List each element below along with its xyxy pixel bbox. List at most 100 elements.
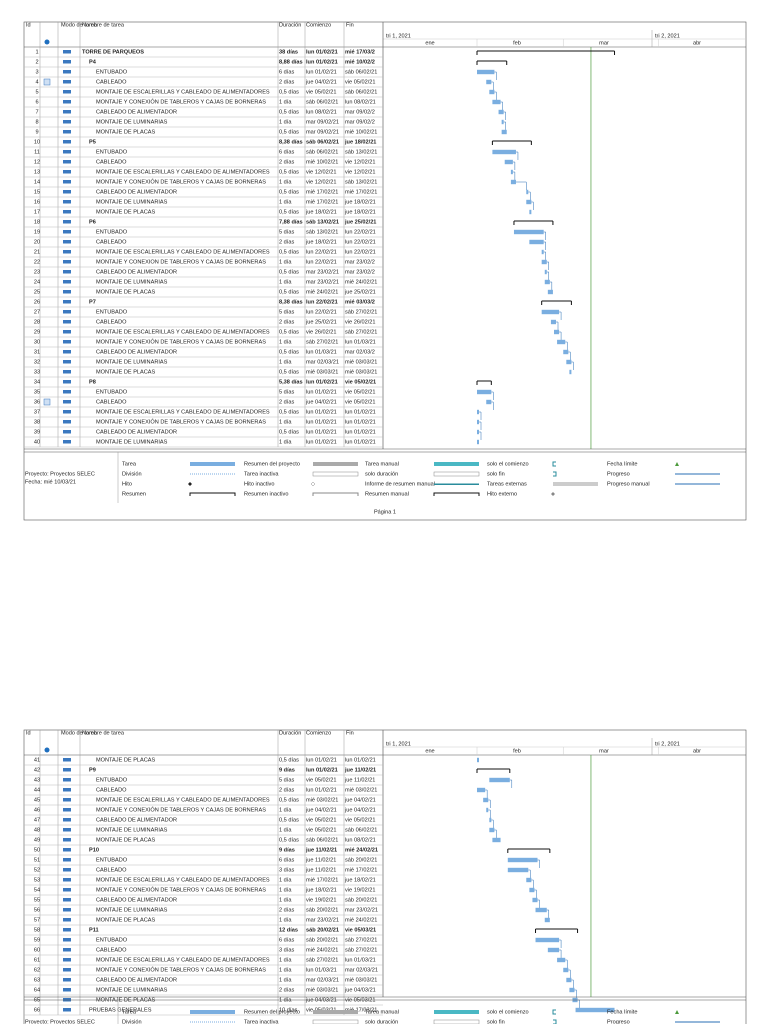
task-name: MONTAJE DE LUMINARIAS: [96, 827, 168, 833]
task-end: jue 18/02/21: [344, 877, 376, 883]
task-bar: [557, 339, 566, 345]
mode-icon: [63, 300, 71, 304]
task-end: sáb 27/02/21: [345, 937, 377, 943]
row-id: 51: [34, 857, 40, 863]
legend-label: Resumen manual: [365, 491, 409, 497]
task-start: lun 01/02/21: [306, 379, 338, 385]
task-bar: [504, 159, 513, 165]
task-start: sáb 13/02/21: [306, 229, 338, 235]
row-id: 37: [34, 409, 40, 415]
task-start: lun 01/03/21: [306, 967, 337, 973]
task-duration: 1 día: [279, 279, 292, 285]
row-id: 45: [34, 797, 40, 803]
task-duration: 0,5 días: [279, 269, 299, 275]
summary-bar: [476, 60, 508, 65]
task-end: lun 01/03/21: [345, 339, 376, 345]
task-start: lun 01/02/21: [306, 429, 337, 435]
row-id: 39: [34, 429, 40, 435]
legend-swatch: [434, 1010, 479, 1014]
task-duration: 7,88 días: [279, 219, 303, 225]
row-id: 43: [34, 777, 40, 783]
task-link: [565, 959, 568, 968]
task-duration: 0,5 días: [279, 189, 299, 195]
mode-icon: [63, 958, 71, 962]
mode-icon: [63, 798, 71, 802]
task-end: lun 01/02/21: [345, 419, 376, 425]
task-name: P8: [89, 379, 96, 385]
task-bar: [477, 419, 479, 425]
legend-swatch: [433, 471, 480, 477]
row-id: 64: [34, 987, 40, 993]
task-bar: [566, 977, 572, 983]
task-end: mié 03/03/21: [345, 369, 377, 375]
legend-label: Resumen del proyecto: [244, 1009, 300, 1015]
mode-icon: [63, 968, 71, 972]
legend-label: solo fin: [487, 1019, 505, 1024]
task-duration: 0,5 días: [279, 369, 299, 375]
task-end: lun 08/02/21: [345, 837, 376, 843]
task-start: vie 05/02/21: [306, 777, 336, 783]
task-duration: 0,5 días: [279, 289, 299, 295]
timescale-label: tri 2, 2021: [655, 33, 680, 39]
task-duration: 1 día: [279, 877, 292, 883]
task-link: [479, 411, 482, 420]
task-name: P9: [89, 767, 96, 773]
task-start: vie 26/02/21: [306, 329, 336, 335]
task-bar: [498, 109, 504, 115]
task-start: mié 03/02/21: [306, 797, 338, 803]
task-link: [528, 191, 531, 200]
task-link: [479, 431, 482, 440]
task-link: [565, 341, 568, 350]
task-duration: 2 días: [279, 987, 294, 993]
timescale-label: feb: [513, 40, 521, 46]
task-duration: 1 día: [279, 977, 292, 983]
task-end: mié 24/02/21: [345, 279, 377, 285]
task-end: mié 10/02/21: [345, 129, 377, 135]
task-name: CABLEADO: [96, 399, 127, 405]
row-id: 49: [34, 837, 40, 843]
task-start: jue 18/02/21: [305, 887, 337, 893]
task-duration: 0,5 días: [279, 837, 299, 843]
task-bar: [544, 917, 550, 923]
project-date: Fecha: mié 10/03/21: [25, 479, 76, 485]
task-start: lun 01/03/21: [306, 349, 337, 355]
task-name: MONTAJE DE LUMINARIAS: [96, 119, 168, 125]
mode-icon: [63, 440, 71, 444]
task-name: ENTUBADO: [96, 937, 128, 943]
task-bar: [529, 209, 532, 215]
task-end: lun 01/02/21: [345, 409, 376, 415]
task-name: CABLEADO: [96, 787, 127, 793]
task-name: CABLEADO: [96, 79, 127, 85]
row-id: 18: [34, 219, 40, 225]
task-bar: [526, 877, 532, 883]
task-bar: [501, 129, 507, 135]
task-end: vie 05/02/21: [345, 389, 375, 395]
task-start: mié 17/02/21: [306, 199, 338, 205]
row-id: 16: [34, 199, 40, 205]
task-name: CABLEADO DE ALIMENTADOR: [96, 269, 177, 275]
task-link: [571, 361, 574, 370]
task-name: MONTAJE DE ESCALERILLAS Y CABLEADO DE AL…: [96, 169, 270, 175]
row-id: 7: [35, 109, 38, 115]
task-end: jue 18/02/21: [344, 209, 376, 215]
task-bar: [569, 369, 572, 375]
task-name: ENTUBADO: [96, 857, 128, 863]
task-link: [515, 151, 519, 160]
timescale-label: abr: [693, 748, 701, 754]
task-start: lun 01/02/21: [306, 757, 337, 763]
task-link: [491, 81, 494, 90]
task-duration: 5 días: [279, 229, 294, 235]
task-end: vie 19/02/21: [345, 887, 375, 893]
task-start: lun 22/02/21: [306, 309, 337, 315]
task-link: [503, 111, 506, 120]
legend-label: División: [122, 1019, 142, 1024]
mode-icon: [63, 410, 71, 414]
task-duration: 1 día: [279, 119, 292, 125]
task-link: [549, 281, 553, 290]
task-name: CABLEADO DE ALIMENTADOR: [96, 189, 177, 195]
task-start: vie 12/02/21: [306, 169, 336, 175]
task-duration: 0,5 días: [279, 797, 299, 803]
task-bar: [510, 179, 516, 185]
mode-icon: [63, 370, 71, 374]
